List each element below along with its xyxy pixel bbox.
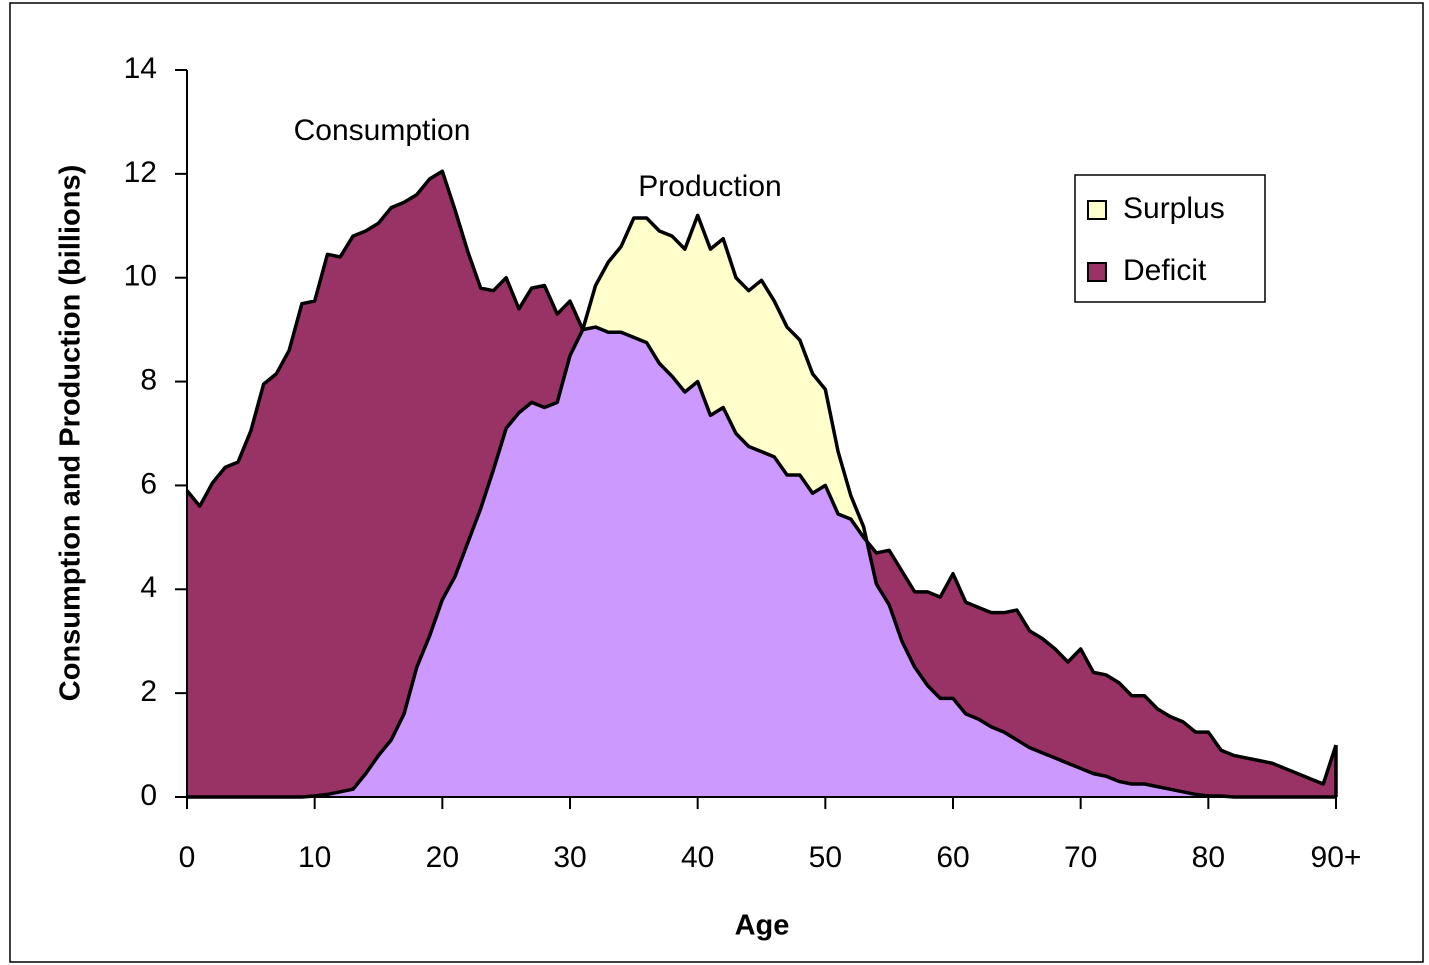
x-tick-label: 0 [179, 841, 196, 874]
series-line [187, 213, 1336, 799]
x-axis-label: Age [735, 910, 790, 942]
y-axis-label: Consumption and Production (billions) [55, 165, 87, 701]
y-tick-label: 8 [140, 363, 157, 396]
y-tick-label: 2 [140, 675, 157, 708]
legend-swatch [1087, 262, 1107, 282]
y-tick-label: 14 [124, 52, 157, 85]
y-tick-label: 4 [140, 571, 157, 604]
x-tick-label: 40 [681, 841, 714, 874]
series-line [185, 169, 1338, 786]
legend-label: Surplus [1123, 192, 1225, 225]
y-tick-label: 10 [124, 260, 157, 293]
legend-label: Deficit [1123, 254, 1207, 287]
y-tick-label: 0 [140, 779, 157, 812]
y-tick-label: 6 [140, 467, 157, 500]
x-tick-label: 90+ [1311, 841, 1362, 874]
legend-swatch [1087, 200, 1107, 220]
series-annotation: Consumption [294, 114, 471, 147]
x-tick-label: 20 [426, 841, 459, 874]
x-tick-label: 80 [1192, 841, 1225, 874]
series-annotation: Production [638, 170, 781, 203]
common-area [187, 327, 1336, 797]
x-tick-label: 10 [298, 841, 331, 874]
y-tick-label: 12 [124, 156, 157, 189]
x-tick-label: 50 [809, 841, 842, 874]
x-tick-label: 60 [936, 841, 969, 874]
x-tick-label: 30 [553, 841, 586, 874]
x-tick-label: 70 [1064, 841, 1097, 874]
